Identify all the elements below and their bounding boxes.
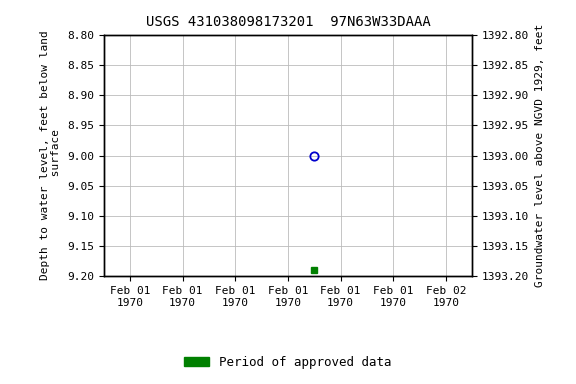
Title: USGS 431038098173201  97N63W33DAAA: USGS 431038098173201 97N63W33DAAA [146,15,430,29]
Y-axis label: Groundwater level above NGVD 1929, feet: Groundwater level above NGVD 1929, feet [535,24,545,287]
Legend: Period of approved data: Period of approved data [179,351,397,374]
Y-axis label: Depth to water level, feet below land
 surface: Depth to water level, feet below land su… [40,31,62,280]
